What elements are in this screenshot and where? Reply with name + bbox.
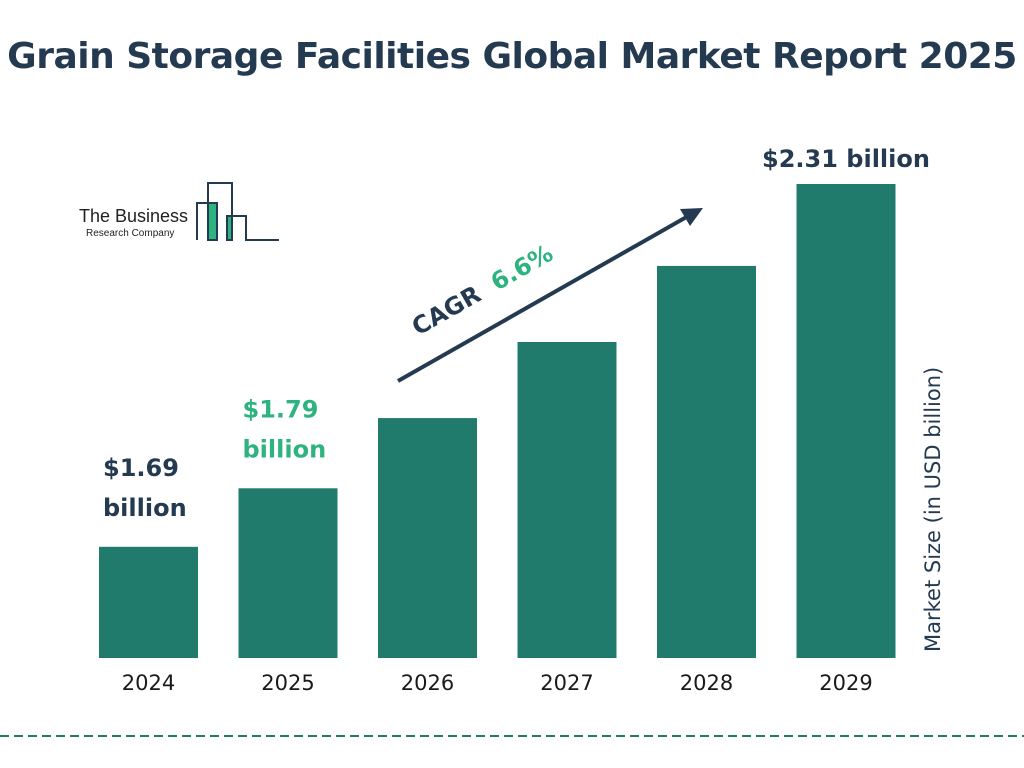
x-tick-2028: 2028: [680, 671, 733, 695]
cagr-label: CAGR: [407, 280, 485, 341]
x-tick-2026: 2026: [401, 671, 454, 695]
x-tick-2029: 2029: [819, 671, 872, 695]
chart-title: Grain Storage Facilities Global Market R…: [7, 36, 1017, 77]
bar-2025: [238, 488, 338, 658]
bar-2028: [657, 265, 756, 658]
arrow-head-icon: [680, 208, 703, 226]
y-axis-label: Market Size (in USD billion): [921, 367, 945, 652]
logo-line2: Research Company: [86, 228, 174, 239]
bar-2024: [99, 546, 198, 658]
bar-2027: [517, 342, 617, 658]
x-tick-2025: 2025: [261, 671, 314, 695]
bar-2029: [796, 184, 896, 658]
data-label-2024: $1.69 billion: [103, 454, 187, 522]
data-label-2029: $2.31 billion: [762, 145, 930, 173]
bar-2026: [378, 418, 477, 658]
logo-line1: The Business: [79, 206, 188, 226]
data-label-2025: $1.79 billion: [243, 395, 327, 463]
x-tick-2024: 2024: [122, 671, 175, 695]
cagr-value: 6.6%: [486, 239, 558, 296]
x-tick-2027: 2027: [540, 671, 593, 695]
logo: The Business Research Company: [79, 182, 279, 241]
svg-text:CAGR 6.6%: CAGR 6.6%: [407, 239, 558, 341]
